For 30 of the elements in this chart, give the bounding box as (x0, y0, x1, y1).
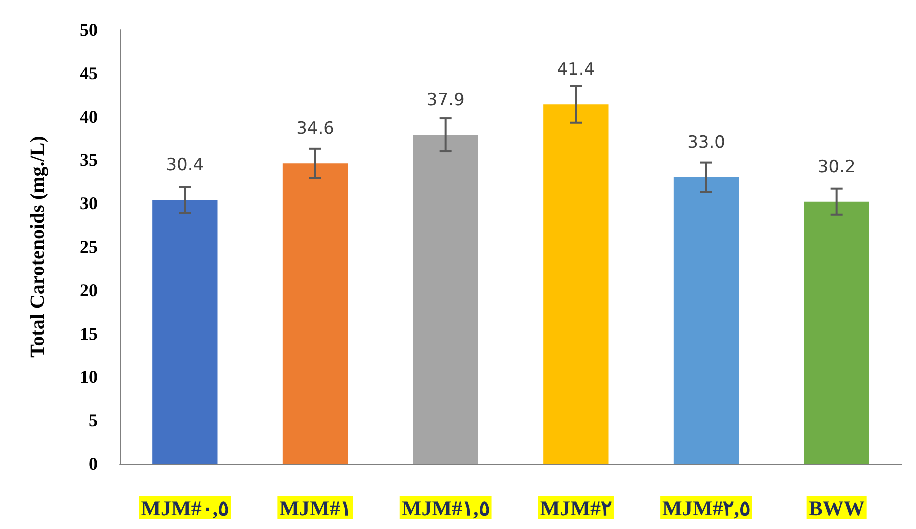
y-tick-label: 40 (80, 106, 98, 127)
bar (544, 104, 609, 464)
x-tick-label: MJM#٢ (540, 496, 612, 520)
bar (152, 200, 218, 464)
x-tick-label: MJM#٠,٥ (141, 496, 230, 520)
y-tick-label: 35 (80, 150, 98, 170)
data-label: 41.4 (557, 60, 596, 80)
data-label: 34.6 (296, 119, 334, 140)
x-tick-label: BWW (808, 496, 865, 520)
y-axis-title: Total Carotenoids (mg./L) (27, 136, 49, 358)
y-tick-label: 45 (80, 63, 98, 84)
y-tick-label: 25 (80, 237, 98, 257)
y-tick-label: 5 (89, 410, 98, 431)
bar (282, 164, 348, 464)
data-label: 30.4 (166, 156, 204, 176)
data-label: 37.9 (426, 90, 465, 111)
data-label: 30.2 (818, 157, 856, 178)
y-tick-label: 30 (80, 194, 98, 214)
x-tick-label: MJM#١ (280, 496, 352, 520)
x-tick-label: MJM#١,٥ (402, 496, 490, 520)
y-tick-label: 10 (80, 367, 98, 388)
y-tick-label: 15 (80, 324, 98, 344)
x-tick-label: MJM#٢,٥ (662, 496, 750, 520)
y-tick-label: 0 (89, 454, 98, 474)
y-tick-label: 50 (80, 20, 98, 40)
bar (413, 135, 478, 464)
y-tick-label: 20 (80, 280, 98, 300)
data-label: 33.0 (688, 133, 726, 154)
bar (804, 202, 870, 464)
bar (674, 178, 740, 464)
